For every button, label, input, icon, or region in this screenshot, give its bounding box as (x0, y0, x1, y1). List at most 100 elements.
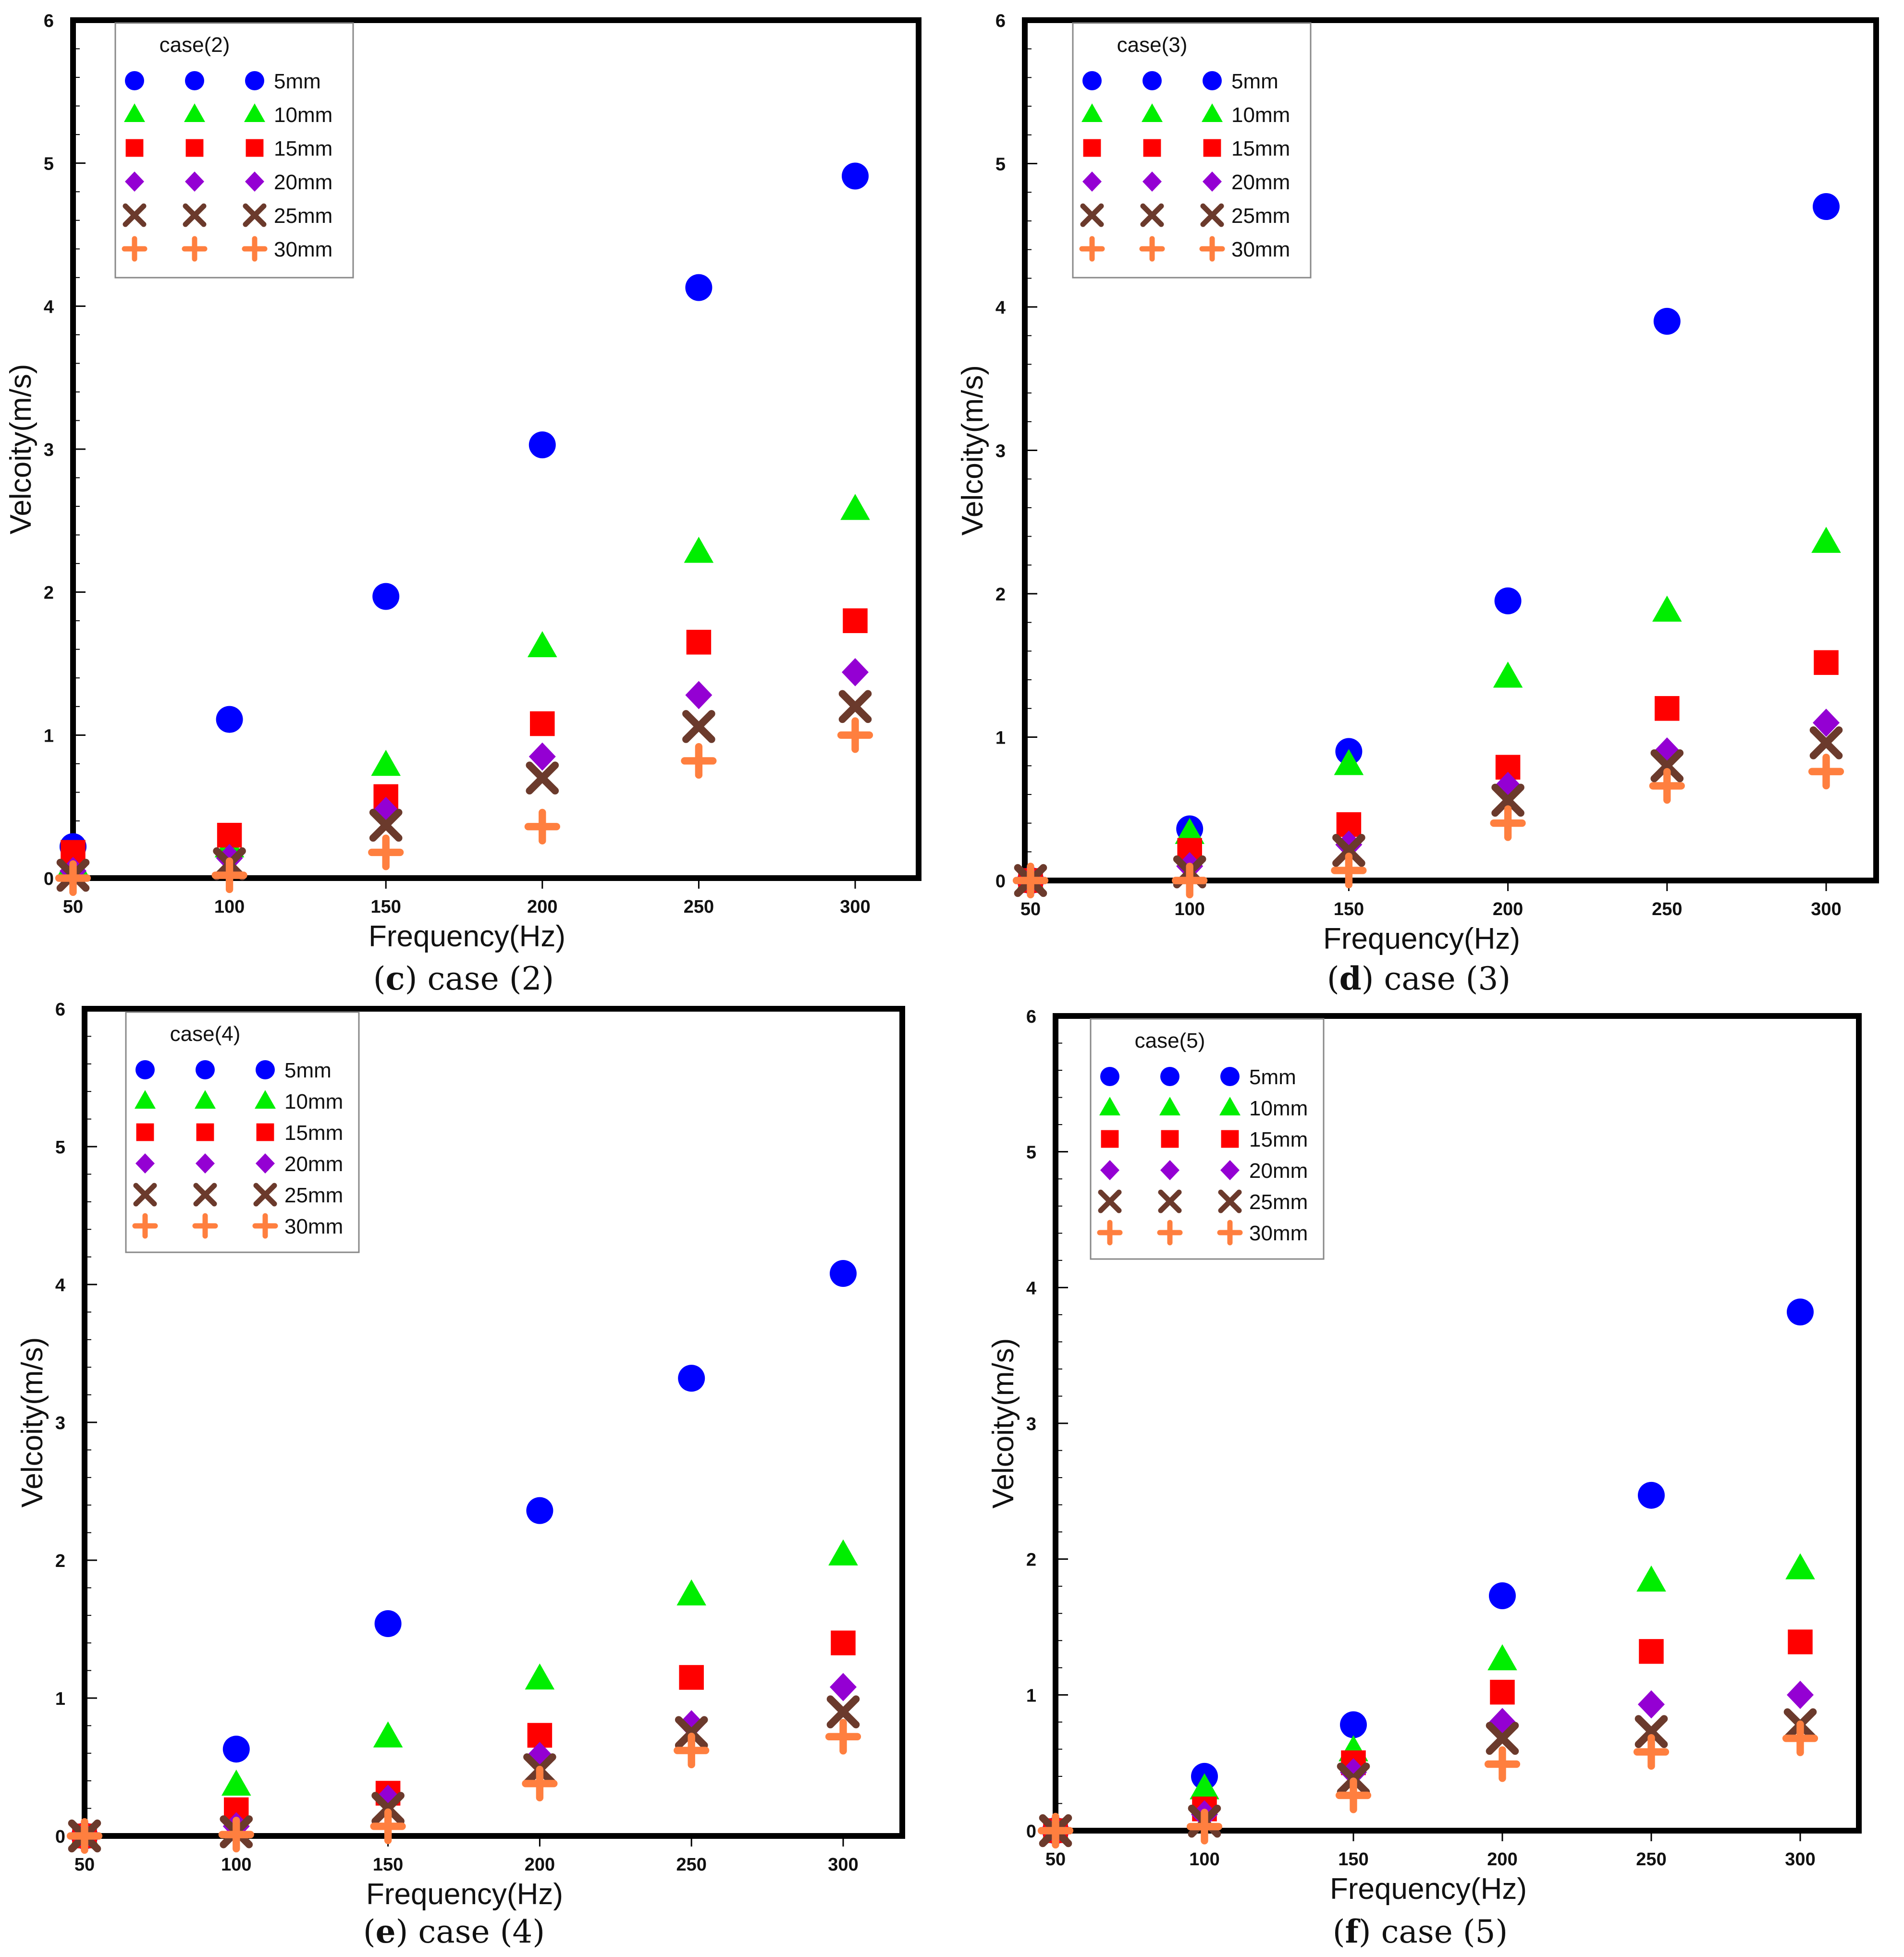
data-point-25mm (369, 808, 403, 842)
legend-label: 10mm (1231, 103, 1290, 127)
data-points (55, 162, 873, 896)
legend-marker-10mm (1219, 1097, 1241, 1115)
legend-marker-20mm (1220, 1160, 1240, 1180)
x-axis-title: Frequency(Hz) (369, 920, 565, 953)
data-point-10mm (371, 749, 401, 776)
legend-marker-25mm (1140, 203, 1164, 227)
caption-text: case (4) (418, 1913, 545, 1950)
legend-marker-10mm (124, 103, 145, 122)
legend-marker-15mm (125, 139, 144, 157)
data-point-30mm (674, 1732, 710, 1769)
y-tick-label: 4 (995, 298, 1006, 318)
legend-marker-30mm (1157, 1220, 1183, 1246)
legend-marker-5mm (125, 71, 144, 90)
data-point-25mm (1491, 783, 1524, 817)
legend-marker-25mm (253, 1183, 277, 1207)
data-point-20mm (374, 1785, 402, 1813)
data-point-30mm (370, 1808, 406, 1845)
legend-marker-20mm (1203, 171, 1222, 192)
chart-d-plot: 0 1 2 3 4 5 6 50 100 150 200 250 300 Frequency(Hz) Vel… (956, 11, 1879, 955)
data-point-30mm (1335, 1777, 1372, 1813)
x-tick-label: 100 (1189, 1849, 1219, 1870)
data-point-25mm (1634, 1715, 1668, 1748)
x-tick-label: 250 (676, 1855, 706, 1875)
series-15mm (72, 1630, 856, 1848)
legend-box (114, 22, 354, 279)
legend-title: case(5) (1135, 1029, 1205, 1052)
y-tick-label: 0 (55, 1827, 65, 1847)
data-point-5mm (1787, 1298, 1814, 1326)
data-point-10mm (1652, 595, 1682, 622)
series-10mm (58, 494, 870, 875)
data-point-10mm (373, 1721, 403, 1748)
legend-box (1090, 1018, 1325, 1260)
legend-marker-5mm (1082, 71, 1102, 90)
data-point-30mm (837, 717, 873, 753)
series-15mm (61, 608, 868, 865)
data-point-30mm (1037, 1812, 1074, 1849)
chart-e-plot: 0 1 2 3 4 5 6 50 100 150 200 250 300 Frequency(Hz) Vel… (16, 1000, 905, 1911)
legend-marker-25mm (243, 203, 267, 227)
legend-marker-5mm (1220, 1067, 1240, 1086)
legend-label: 5mm (274, 70, 321, 93)
caption-letter: c (385, 960, 405, 997)
legend-marker-30mm (1217, 1220, 1243, 1246)
series-15mm (1043, 1629, 1813, 1843)
legend-marker-5mm (135, 1060, 155, 1079)
series-25mm (1014, 726, 1843, 897)
legend-label: 20mm (274, 171, 332, 194)
data-points (66, 1260, 861, 1854)
legend-marker-25mm (1080, 203, 1104, 227)
data-point-25mm (1332, 834, 1365, 867)
caption-text: case (5) (1381, 1913, 1508, 1950)
legend-marker-30mm (192, 1213, 218, 1239)
data-point-30mm (1490, 805, 1526, 841)
y-tick-labels: 0 1 2 3 4 5 6 (44, 11, 54, 889)
legend-marker-15mm (1143, 139, 1161, 157)
data-point-5mm (528, 431, 556, 459)
legend-box (1072, 22, 1312, 279)
y-tick-label: 4 (44, 297, 54, 317)
data-point-20mm (842, 658, 869, 686)
data-point-5mm (1638, 1481, 1665, 1509)
data-point-5mm (830, 1260, 857, 1287)
data-point-10mm (1785, 1553, 1815, 1579)
legend-marker-25mm (123, 203, 147, 227)
legend-marker-5mm (256, 1060, 275, 1079)
x-tick-label: 300 (840, 897, 870, 917)
data-point-30mm (1633, 1734, 1670, 1770)
data-points (1037, 1298, 1818, 1849)
legend-marker-25mm (193, 1183, 217, 1207)
data-point-25mm (826, 1695, 860, 1729)
data-point-15mm (686, 630, 712, 655)
x-tick-label: 150 (370, 897, 401, 917)
legend-marker-25mm (1218, 1189, 1242, 1213)
data-point-15mm (1655, 696, 1680, 721)
data-point-30mm (825, 1719, 861, 1755)
data-point-30mm (1012, 862, 1049, 899)
legend-label: 25mm (284, 1184, 343, 1207)
chart-f-caption: (f) case (5) (1332, 1913, 1508, 1950)
data-point-15mm (843, 608, 868, 633)
legend-marker-15mm (1083, 139, 1101, 157)
legend-label: 10mm (284, 1090, 343, 1113)
caption-letter: f (1345, 1913, 1359, 1950)
data-point-15mm (679, 1665, 704, 1690)
legend: case(2) 5mm 10mm 15mm 20mm 25mm 30mm (114, 22, 354, 279)
legend-marker-5mm (1203, 71, 1222, 90)
data-point-20mm (830, 1673, 857, 1701)
y-tick-label: 0 (1026, 1822, 1036, 1842)
data-point-5mm (1494, 587, 1522, 614)
data-point-20mm (1638, 1690, 1665, 1719)
data-point-15mm (530, 711, 555, 736)
legend-marker-10mm (1159, 1097, 1180, 1115)
legend-marker-20mm (185, 171, 204, 192)
legend-marker-30mm (132, 1213, 158, 1239)
x-tick-label: 300 (1785, 1849, 1815, 1870)
series-30mm (66, 1719, 861, 1854)
legend-marker-20mm (125, 171, 144, 192)
data-point-5mm (216, 706, 243, 733)
chart-panel-d: 0 1 2 3 4 5 6 50 100 150 200 250 300 Frequency(Hz) Vel… (952, 0, 1904, 1009)
x-tick-label: 200 (525, 1855, 555, 1875)
y-tick-label: 0 (44, 869, 54, 889)
